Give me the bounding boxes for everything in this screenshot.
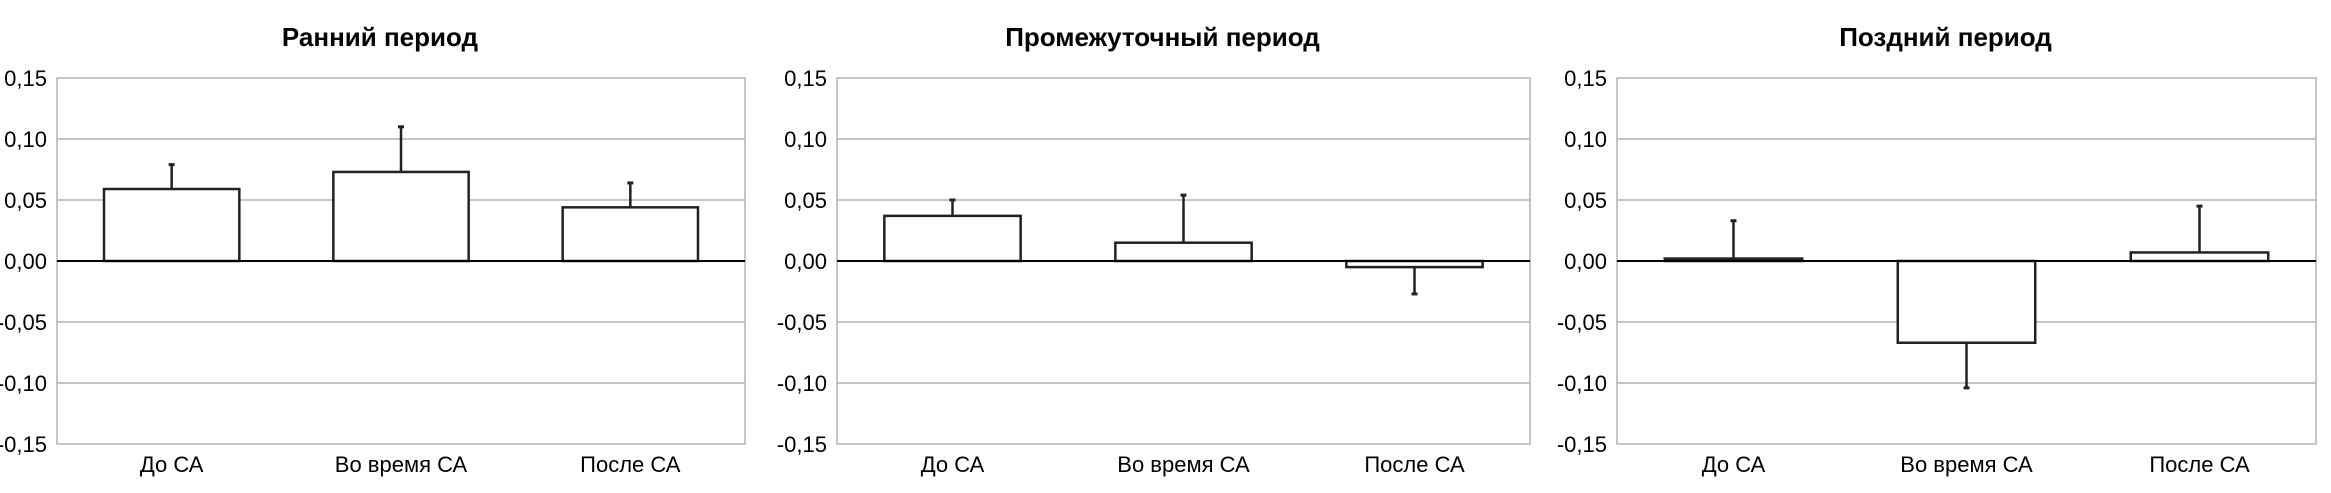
y-tick-label: 0,15	[1564, 66, 1607, 91]
bar	[883, 214, 1022, 263]
x-tick-label: После СА	[1364, 452, 1465, 477]
chart-plot-early: 0,15 0,10 0,05 0,00 -0,05 -0,10 -0,15 До СА Во в…	[0, 66, 746, 477]
y-tick-label: -0,15	[1557, 432, 1607, 457]
chart-title: Ранний период	[281, 22, 479, 52]
y-tick-label: 0,15	[4, 66, 47, 91]
chart-plot-late: 0,15 0,10 0,05 0,00 -0,05 -0,10 -0,15 До СА Во в…	[1557, 66, 2317, 477]
y-tick-label: -0,15	[0, 432, 47, 457]
x-tick-label: Во время СА	[1900, 452, 2033, 477]
chart-panel-early: Ранний период 0,15 0,10 0,05 0,00 -0,05 -0,10…	[0, 0, 760, 493]
y-tick-label: -0,10	[1557, 371, 1607, 396]
y-tick-label: -0,05	[1557, 310, 1607, 335]
chart-panel-intermediate: Промежуточный период 0,15 0,10 0,05 0,00 -0,…	[777, 0, 1545, 493]
y-tick-label: -0,10	[0, 371, 47, 396]
y-tick-label: 0,05	[784, 188, 827, 213]
chart-panel-late: Поздний период 0,15 0,10 0,05 0,00 -0,05 -0,1…	[1557, 0, 2331, 493]
x-tick-label: Во время СА	[335, 452, 468, 477]
y-tick-label: 0,05	[1564, 188, 1607, 213]
chart-title: Промежуточный период	[1005, 22, 1320, 52]
chart-plot-intermediate: 0,15 0,10 0,05 0,00 -0,05 -0,10 -0,15 До СА Во в…	[777, 66, 1531, 477]
y-tick-label: 0,00	[1564, 249, 1607, 274]
y-tick-label: 0,15	[784, 66, 827, 91]
y-tick-label: 0,10	[1564, 127, 1607, 152]
y-tick-label: -0,05	[777, 310, 827, 335]
x-tick-label: До СА	[140, 452, 204, 477]
x-tick-label: До СА	[921, 452, 985, 477]
x-tick-label: После СА	[580, 452, 681, 477]
x-tick-label: Во время СА	[1117, 452, 1250, 477]
y-tick-label: 0,00	[784, 249, 827, 274]
bar	[102, 187, 241, 263]
y-tick-label: 0,10	[784, 127, 827, 152]
chart-title: Поздний период	[1839, 22, 2052, 52]
bar	[2129, 251, 2270, 263]
bar	[561, 206, 700, 263]
x-tick-label: До СА	[1702, 452, 1766, 477]
y-tick-label: 0,05	[4, 188, 47, 213]
bar	[332, 170, 470, 263]
bar	[1896, 259, 2037, 344]
x-tick-label: После СА	[2149, 452, 2250, 477]
y-tick-label: -0,10	[777, 371, 827, 396]
y-tick-label: -0,05	[0, 310, 47, 335]
bar	[1114, 241, 1253, 263]
y-tick-label: -0,15	[777, 432, 827, 457]
y-tick-label: 0,10	[4, 127, 47, 152]
y-tick-label: 0,00	[4, 249, 47, 274]
